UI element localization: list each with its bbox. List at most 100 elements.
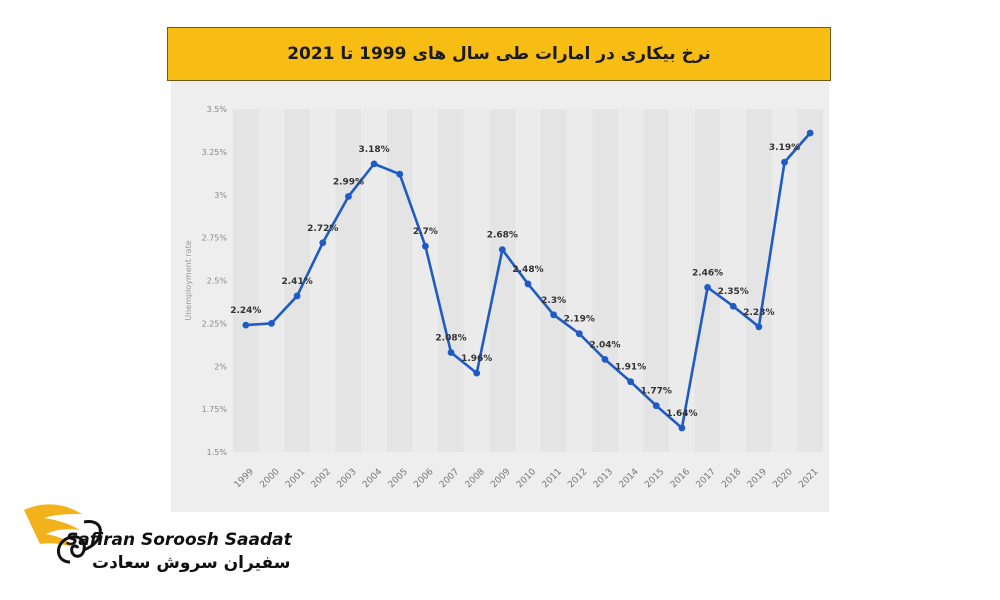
- grid-band: [643, 109, 670, 452]
- chart-panel: 1.5% 1.75% 2% 2.25% 2.5% 2.75% 3% 3.25% 3.5% Unem…: [171, 81, 829, 512]
- x-tick-label: 2014: [618, 467, 641, 490]
- data-point: [652, 402, 660, 410]
- data-label: 2.04%: [589, 340, 620, 350]
- data-label: 2.23%: [743, 308, 774, 318]
- x-tick-label: 2016: [669, 467, 692, 490]
- x-tick-label: 1999: [233, 467, 256, 490]
- data-label: 2.72%: [307, 224, 338, 234]
- x-tick-label: 2006: [412, 467, 435, 490]
- grid-band: [669, 109, 695, 452]
- data-point: [806, 129, 814, 137]
- chart-title: نرخ بیکاری در امارات طی سال های 1999 تا …: [167, 27, 831, 81]
- grid-band: [797, 109, 823, 452]
- y-tick-label: 2.75%: [202, 234, 228, 243]
- data-label: 2.99%: [333, 177, 364, 187]
- data-label: 2.3%: [541, 296, 566, 306]
- data-point: [498, 246, 506, 254]
- brand-name-fa: سفیران سروش سعادت: [92, 553, 291, 573]
- y-tick-label: 3%: [214, 191, 227, 200]
- grid-band: [335, 109, 362, 452]
- grid-band: [438, 109, 464, 452]
- data-label: 1.91%: [615, 363, 646, 373]
- data-label: 2.41%: [282, 277, 313, 287]
- data-point: [421, 242, 429, 250]
- grid-band: [694, 109, 721, 452]
- x-tick-label: 2000: [258, 467, 281, 490]
- grid-band: [233, 109, 259, 452]
- data-label: 2.7%: [413, 227, 438, 237]
- data-point: [242, 321, 250, 329]
- brand-name-en: Safiran Soroosh Saadat: [66, 530, 292, 550]
- data-label: 2.68%: [487, 231, 518, 241]
- data-label: 1.77%: [641, 387, 672, 397]
- data-point: [447, 349, 455, 356]
- x-tick-label: 2012: [566, 467, 589, 490]
- data-point: [473, 369, 481, 377]
- data-point: [550, 311, 558, 319]
- y-tick-label: 3.25%: [202, 148, 228, 157]
- grid-band: [515, 109, 541, 452]
- data-label: 3.18%: [358, 145, 389, 155]
- y-axis-label: Unemployment rate: [184, 240, 193, 320]
- grid-band: [566, 109, 593, 452]
- line-chart: 1.5% 1.75% 2% 2.25% 2.5% 2.75% 3% 3.25% 3.5% Unem…: [184, 105, 823, 490]
- data-point: [345, 193, 352, 200]
- x-tick-label: 2017: [695, 467, 718, 490]
- data-label: 2.35%: [718, 287, 749, 297]
- data-label: 2.24%: [230, 306, 261, 316]
- y-tick-label: 2.25%: [202, 319, 228, 328]
- x-tick-label: 2001: [284, 467, 307, 490]
- x-tick-label: 2007: [438, 467, 461, 490]
- grid-band: [258, 109, 285, 452]
- data-point: [575, 330, 583, 338]
- grid-band: [309, 109, 336, 452]
- data-label: 2.48%: [512, 265, 543, 275]
- y-tick-label: 1.5%: [207, 448, 228, 457]
- x-tick-label: 2020: [771, 467, 794, 490]
- x-tick-label: 2003: [335, 467, 358, 490]
- data-point: [704, 283, 711, 291]
- data-point: [601, 355, 609, 363]
- y-tick-label: 1.75%: [202, 405, 228, 414]
- x-tick-label: 2018: [720, 467, 743, 490]
- data-point: [319, 239, 327, 247]
- grid-band: [386, 109, 413, 452]
- grid-band: [617, 109, 644, 452]
- x-tick-label: 2013: [592, 467, 615, 490]
- y-tick-label: 2.5%: [207, 277, 228, 286]
- y-tick-label: 2%: [214, 362, 227, 371]
- data-label: 2.19%: [564, 315, 595, 325]
- x-tick-label: 2005: [387, 467, 410, 490]
- x-tick-label: 2021: [797, 467, 820, 490]
- data-label: 3.19%: [769, 143, 800, 153]
- grid-band: [592, 109, 618, 452]
- x-tick-label: 2009: [489, 467, 512, 490]
- y-tick-label: 3.5%: [207, 105, 228, 114]
- data-point: [678, 424, 686, 432]
- data-point: [268, 319, 275, 327]
- x-tick-label: 2011: [541, 467, 564, 490]
- grid-band: [361, 109, 387, 452]
- data-point: [396, 170, 404, 178]
- grid-band: [746, 109, 772, 452]
- brand-logo-icon: [24, 504, 102, 564]
- data-point: [370, 160, 378, 168]
- grid-band: [540, 109, 567, 452]
- data-label: 2.08%: [435, 334, 466, 344]
- data-point: [781, 158, 788, 166]
- data-point: [627, 378, 635, 386]
- data-point: [293, 292, 301, 300]
- x-tick-label: 2004: [361, 467, 384, 490]
- data-label: 2.46%: [692, 268, 723, 278]
- data-point: [729, 302, 737, 310]
- x-tick-label: 2008: [464, 467, 487, 490]
- data-point: [524, 280, 532, 288]
- x-tick-label: 2010: [515, 467, 538, 490]
- grid-band: [720, 109, 747, 452]
- x-tick-label: 2002: [310, 467, 333, 490]
- data-point: [755, 323, 763, 331]
- grid-band: [463, 109, 490, 452]
- x-tick-label: 2019: [746, 467, 769, 490]
- grid-band: [489, 109, 516, 452]
- x-tick-label: 2015: [643, 467, 666, 490]
